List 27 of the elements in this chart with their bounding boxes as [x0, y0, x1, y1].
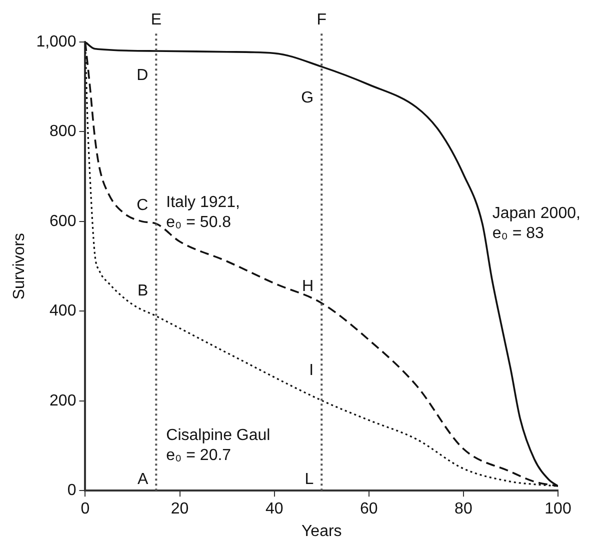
- y-tick-label: 400: [50, 302, 76, 320]
- annotation: A: [137, 470, 148, 488]
- annotation: Japan 2000, e₀ = 83: [492, 205, 580, 242]
- x-tick-label: 20: [170, 500, 189, 518]
- ref-line-label: F: [316, 11, 327, 28]
- x-tick-label: 60: [360, 500, 378, 518]
- x-tick-label: 40: [265, 500, 284, 518]
- y-axis-title: Survivors: [11, 232, 28, 300]
- annotation: G: [301, 89, 314, 106]
- y-tick-label: 600: [50, 212, 76, 230]
- ref-line-label: E: [150, 11, 162, 28]
- annotation: I: [309, 362, 314, 379]
- x-tick-label: 0: [80, 500, 90, 518]
- annotation: B: [137, 282, 148, 300]
- y-tick-label: 0: [67, 482, 76, 500]
- x-axis-title: Years: [301, 522, 342, 540]
- y-tick-label: 800: [50, 123, 76, 140]
- annotation: Italy 1921, e₀ = 50.8: [166, 194, 240, 231]
- annotation: H: [302, 278, 314, 295]
- x-tick-label: 100: [544, 500, 572, 518]
- x-tick-label: 80: [454, 500, 472, 518]
- annotation: C: [136, 197, 148, 214]
- y-tick-label: 200: [50, 392, 76, 410]
- annotation: Cisalpine Gaul e₀ = 20.7: [166, 427, 270, 464]
- y-tick-label: 1,000: [36, 33, 76, 50]
- annotation: L: [304, 470, 314, 488]
- annotation: D: [136, 67, 148, 84]
